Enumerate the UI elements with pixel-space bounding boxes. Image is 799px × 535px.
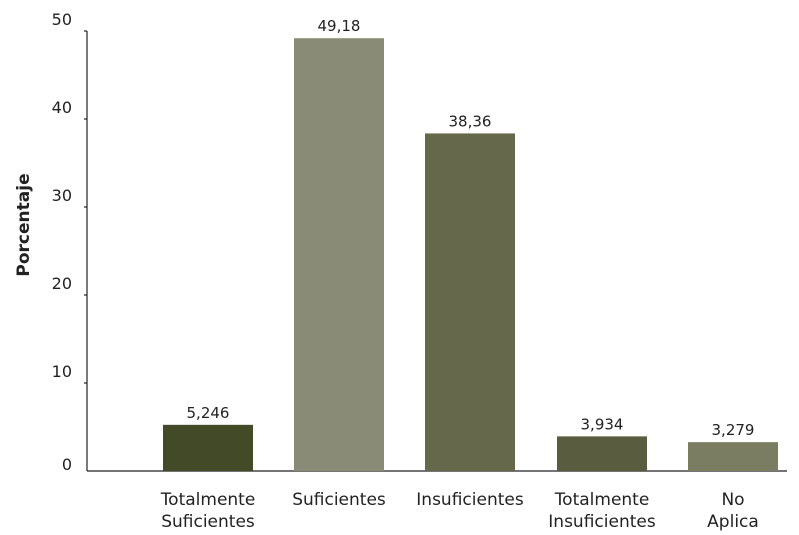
data-label: 38,36 [449, 112, 492, 130]
y-tick-label: 50 [52, 10, 72, 29]
category-label: Totalmente Insuficientes [548, 490, 656, 532]
bar [425, 133, 515, 471]
bar [163, 424, 253, 471]
bars [163, 38, 778, 471]
y-tick-label: 30 [52, 186, 72, 205]
y-tick-label: 40 [52, 98, 72, 117]
axes: 0 10 20 30 40 50 [52, 10, 787, 474]
data-label: 3,934 [581, 415, 624, 433]
y-tick-label: 20 [52, 274, 72, 293]
category-label: No Aplica [707, 490, 759, 532]
bar [688, 442, 778, 471]
y-tick-label: 10 [52, 362, 72, 381]
category-label: Totalmente Suficientes [160, 490, 256, 532]
data-label: 49,18 [318, 17, 361, 35]
category-label: Insuficientes [416, 490, 524, 510]
category-label: Suficientes [292, 490, 386, 510]
labels: 5,246 Totalmente Suficientes 49,18 Suficient… [160, 17, 759, 532]
y-tick-label: 0 [62, 455, 72, 474]
y-axis-title: Porcentaje [14, 173, 34, 276]
data-label: 3,279 [712, 421, 755, 439]
bar [294, 38, 384, 471]
bar [557, 436, 647, 471]
data-label: 5,246 [187, 404, 230, 422]
